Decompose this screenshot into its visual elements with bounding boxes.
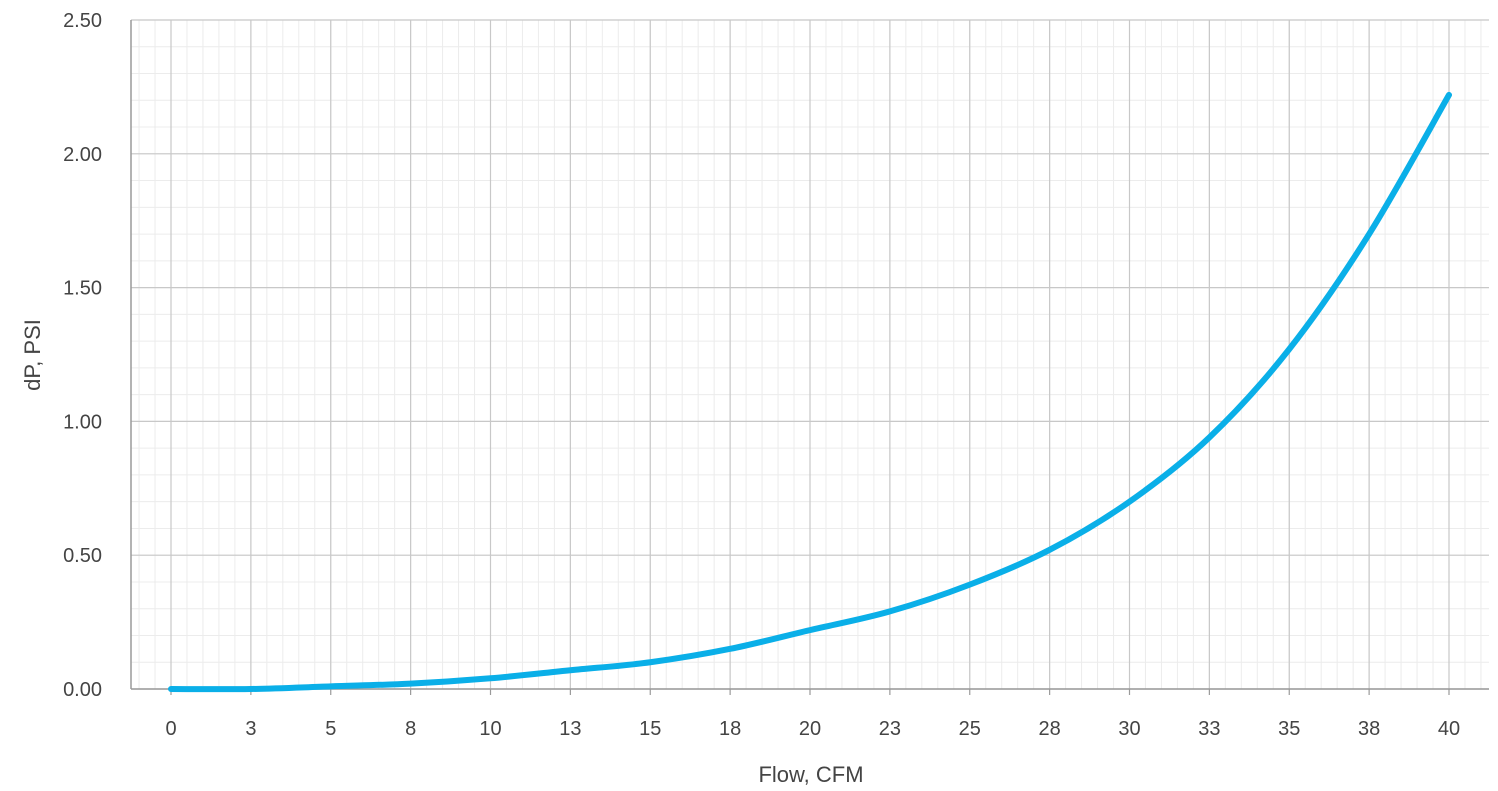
y-tick-label: 0.50 xyxy=(63,545,102,567)
series-line xyxy=(168,91,1452,693)
x-tick-label: 5 xyxy=(325,718,336,740)
x-tick-label: 10 xyxy=(479,718,501,740)
y-tick-label: 2.50 xyxy=(63,10,102,32)
y-axis-label: dP, PSI xyxy=(20,319,45,391)
x-tick-label: 40 xyxy=(1438,718,1460,740)
x-axis-label: Flow, CFM xyxy=(758,762,863,787)
x-tick-label: 33 xyxy=(1198,718,1220,740)
x-tick-label: 3 xyxy=(245,718,256,740)
x-tick-label: 35 xyxy=(1278,718,1300,740)
y-tick-label: 1.50 xyxy=(63,278,102,300)
x-tick-label: 30 xyxy=(1118,718,1140,740)
y-tick-label: 2.00 xyxy=(63,144,102,166)
x-tick-label: 8 xyxy=(405,718,416,740)
y-tick-labels: 0.00 0.50 1.00 1.50 2.00 2.50 xyxy=(63,10,102,701)
axes xyxy=(130,20,1489,695)
y-tick-label: 1.00 xyxy=(63,411,102,433)
y-tick-label: 0.00 xyxy=(63,679,102,701)
x-tick-label: 0 xyxy=(165,718,176,740)
x-tick-label: 20 xyxy=(799,718,821,740)
x-tick-label: 28 xyxy=(1039,718,1061,740)
x-tick-label: 25 xyxy=(959,718,981,740)
x-tick-label: 38 xyxy=(1358,718,1380,740)
x-tick-label: 15 xyxy=(639,718,661,740)
series-layer xyxy=(168,91,1452,693)
x-tick-label: 23 xyxy=(879,718,901,740)
x-tick-label: 18 xyxy=(719,718,741,740)
x-tick-label: 13 xyxy=(559,718,581,740)
x-tick-labels: 0 3 5 8 10 13 15 18 20 23 25 28 30 33 35 38 40 xyxy=(165,718,1460,740)
